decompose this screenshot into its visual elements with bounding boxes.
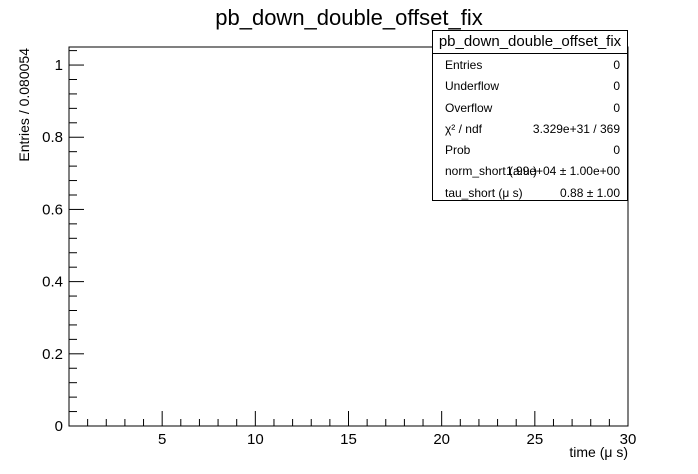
x-axis-tick-labels: 5 10 15 20 25 30 (158, 431, 636, 448)
stats-row-label: Overflow (445, 100, 493, 115)
stats-row-value: 0 (613, 100, 620, 115)
stats-row: Overflow 0 (433, 97, 627, 118)
y-axis-tick-labels: 0 0.2 0.4 0.6 0.8 1 (42, 57, 63, 435)
x-tick-label: 15 (340, 431, 357, 448)
y-tick-label: 1 (55, 57, 63, 74)
stats-row-value: 3.329e+31 / 369 (532, 121, 620, 136)
x-tick-label: 10 (247, 431, 264, 448)
y-tick-label: 0.2 (42, 346, 63, 363)
stats-rows: Entries 0 Underflow 0 Overflow 0 χ² / ndf 3.329… (433, 54, 627, 203)
y-tick-label: 0.8 (42, 129, 63, 146)
stats-row-label: tau_short (μ s) (445, 185, 523, 200)
x-tick-label: 20 (433, 431, 450, 448)
y-tick-label: 0 (55, 418, 63, 435)
y-axis-label: Entries / 0.080054 (16, 48, 32, 162)
stats-row: χ² / ndf 3.329e+31 / 369 (433, 118, 627, 139)
stats-row-value: 0 (613, 58, 620, 72)
stats-title: pb_down_double_offset_fix (433, 31, 627, 54)
stats-row: Underflow 0 (433, 75, 627, 96)
stats-row: Prob 0 (433, 139, 627, 160)
stats-box: pb_down_double_offset_fix Entries 0 Underf… (432, 30, 628, 201)
x-tick-label: 30 (620, 431, 637, 448)
stats-row-label: Prob (445, 143, 471, 158)
stats-row-label: norm_short (a.u.) (445, 164, 538, 179)
stats-row-label: χ² / ndf (445, 121, 482, 136)
x-axis-ticks (87, 411, 610, 426)
y-axis-ticks (69, 50, 84, 427)
stats-row-label: Underflow (445, 79, 500, 94)
x-tick-label: 5 (158, 431, 166, 448)
stats-row-label: Entries (445, 58, 483, 72)
chart-title: pb_down_double_offset_fix (215, 5, 482, 30)
stats-row: Entries 0 (433, 54, 627, 75)
stats-row-value: 0.88 ± 1.00 (560, 185, 620, 200)
stats-row: tau_short (μ s) 0.88 ± 1.00 (433, 182, 627, 203)
x-tick-label: 25 (526, 431, 543, 448)
stats-row-value: 1.99e+04 ± 1.00e+00 (505, 164, 620, 179)
stats-row-value: 0 (613, 79, 620, 94)
y-tick-label: 0.6 (42, 201, 63, 218)
x-axis-label: time (μ s) (569, 444, 628, 460)
y-tick-label: 0.4 (42, 274, 63, 291)
stats-row: norm_short (a.u.) 1.99e+04 ± 1.00e+00 (433, 160, 627, 181)
stats-row-value: 0 (613, 143, 620, 158)
